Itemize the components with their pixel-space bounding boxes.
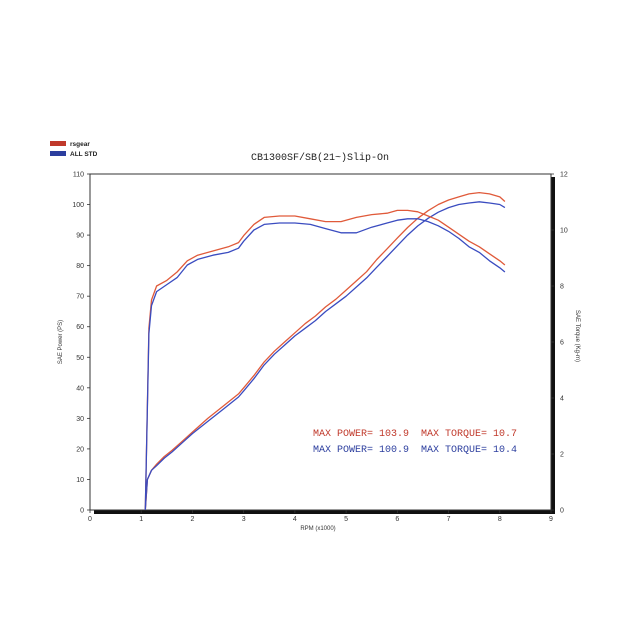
y-tick-label: 110 [73, 172, 84, 179]
x-tick-label: 7 [447, 516, 451, 523]
max-annotations: MAX POWER= 103.9 MAX TORQUE= 10.7 MAX PO… [313, 429, 517, 456]
legend: rsgear ALL STD [50, 141, 98, 158]
legend-label-rsgear: rsgear [70, 141, 90, 148]
y-tick-label: 10 [76, 477, 84, 484]
max-torque-std: MAX TORQUE= 10.4 [421, 445, 517, 456]
legend-swatch-std [50, 151, 66, 156]
max-power-std: MAX POWER= 100.9 [313, 445, 409, 456]
x-tick-label: 8 [498, 516, 502, 523]
y-tick-label: 100 [72, 202, 84, 209]
y-tick-label: 30 [76, 416, 84, 423]
y2-tick-label: 0 [560, 508, 564, 515]
x-tick-label: 5 [344, 516, 348, 523]
y-tick-label: 40 [76, 385, 84, 392]
plot-frame [89, 173, 552, 511]
chart-series [144, 191, 506, 511]
series-line-std-torque [144, 218, 506, 511]
chart-title: CB1300SF/SB(21~)Slip-On [251, 152, 389, 164]
y-tick-label: 50 [76, 355, 84, 362]
legend-label-std: ALL STD [70, 151, 98, 158]
y2-tick-label: 8 [560, 284, 564, 291]
y-axis-title: SAE Power (PS) [58, 320, 64, 364]
x-tick-label: 1 [139, 516, 143, 523]
y2-tick-label: 12 [560, 172, 568, 179]
x-axis-title: RPM (x1000) [300, 526, 335, 532]
series-line-std-power [144, 201, 506, 511]
y2-axis-title: SAE Torque (Kg-m) [574, 310, 580, 362]
series-line-rsgear-power [144, 191, 506, 511]
x-tick-label: 9 [549, 516, 553, 523]
x-tick-label: 2 [190, 516, 194, 523]
x-tick-label: 0 [88, 516, 92, 523]
y-tick-label: 20 [76, 446, 84, 453]
y-tick-label: 70 [76, 294, 84, 301]
frame-shadow-right [551, 177, 555, 514]
axis-ticks: 0 1 2 3 4 5 6 7 8 9010203040506070809010011002468… [72, 172, 568, 524]
x-tick-label: 6 [395, 516, 399, 523]
legend-swatch-rsgear [50, 141, 66, 146]
y2-tick-label: 2 [560, 452, 564, 459]
y2-tick-label: 4 [560, 396, 564, 403]
x-tick-label: 4 [293, 516, 297, 523]
series-line-rsgear-torque [144, 209, 506, 511]
x-tick-label: 3 [242, 516, 246, 523]
y2-tick-label: 10 [560, 228, 568, 235]
y-tick-label: 90 [76, 233, 84, 240]
frame-shadow-bottom [94, 510, 555, 514]
max-torque-rsgear: MAX TORQUE= 10.7 [421, 429, 517, 440]
y2-tick-label: 6 [560, 340, 564, 347]
max-power-rsgear: MAX POWER= 103.9 [313, 429, 409, 440]
y-tick-label: 60 [76, 324, 84, 331]
y-tick-label: 0 [80, 508, 84, 515]
y-tick-label: 80 [76, 263, 84, 270]
